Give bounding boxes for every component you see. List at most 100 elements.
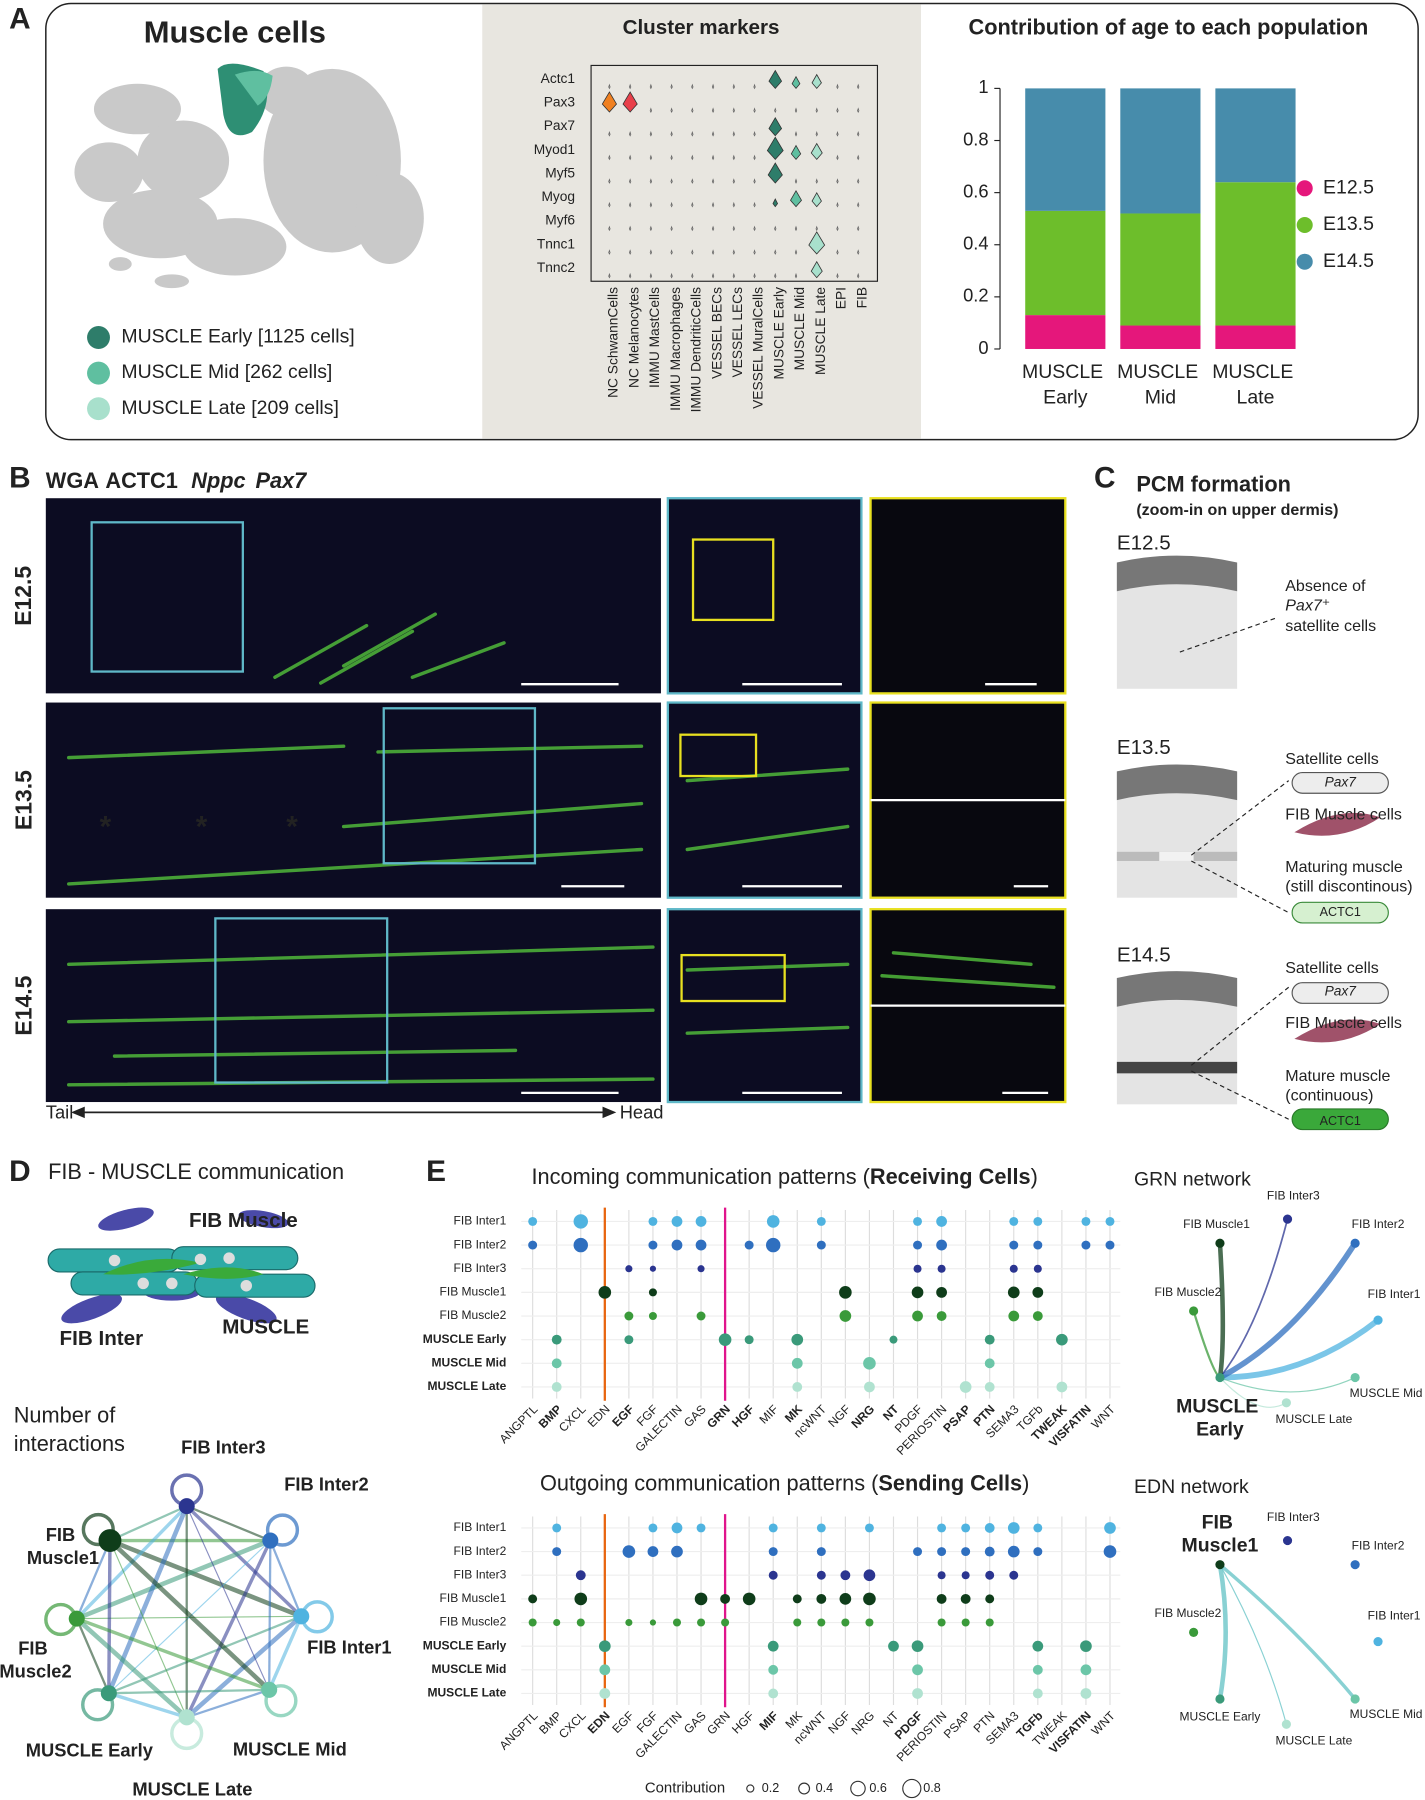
violin [790,189,802,208]
violin [768,116,783,137]
dot [552,1523,562,1533]
network-node [68,1610,85,1627]
dot [697,1265,705,1273]
stage-label: E12.5 [10,566,36,626]
network-edge [1219,1218,1289,1379]
dot [528,1594,538,1604]
dot [649,1619,657,1626]
dot [624,1335,634,1345]
dot [888,1640,899,1652]
violin [629,249,632,255]
violin [711,178,715,184]
violin [857,249,860,255]
violin [711,249,715,255]
dot [1033,1216,1043,1226]
dot [839,1593,852,1605]
dot [528,1216,538,1226]
network-title: EDN network [1134,1476,1249,1498]
violin [791,75,801,90]
network-label: FIB Inter2 [284,1473,368,1494]
violin [836,249,839,255]
legend-swatch [1296,216,1313,234]
network-edge [186,1688,270,1719]
x-tick-label: WNT [1089,1708,1119,1738]
violin [732,130,735,137]
dot [721,1618,730,1627]
axis-label: Tail [46,1101,73,1122]
network-node [1282,1535,1293,1546]
note: satellite cells [1285,617,1376,635]
network-edge [267,1615,303,1691]
violin [608,178,611,184]
violin [711,83,715,90]
dot [863,1357,876,1370]
bar-segment [1215,182,1296,326]
dot [768,1664,779,1675]
dot [1032,1664,1043,1675]
cluster-label: VESSEL MuralCells [751,287,766,409]
row-label: FIB Inter1 [454,1520,507,1534]
row-label: MUSCLE Mid [432,1662,507,1676]
dot [961,1547,971,1557]
network-node [98,1529,122,1553]
dot [1008,1310,1020,1322]
violin [836,130,839,137]
cluster-label: IMMU Macrophages [668,287,683,411]
violin [774,249,777,255]
note: Satellite cells [1285,750,1379,768]
x-tick-label: NGF [825,1402,853,1430]
bar-segment [1120,88,1201,214]
network-label: MUSCLE Mid [1350,1707,1423,1721]
bar-segment [1025,210,1106,316]
row-label: FIB Muscle2 [440,1308,507,1322]
network-node [1373,1315,1383,1325]
dot [742,1592,756,1606]
network-node [262,1532,279,1549]
violin [732,154,735,161]
note: Pax7 [1325,775,1358,790]
cluster-label: NC Melanocytes [626,287,641,388]
network-edge [75,1540,112,1620]
dot [911,1286,924,1299]
network-edge [186,1505,271,1542]
violin [753,83,756,90]
legend-swatch [1296,253,1313,270]
note: Mature muscle [1285,1067,1390,1085]
violin [711,201,715,208]
violin [608,272,611,279]
note: ACTC1 [1320,1114,1361,1128]
dot [1032,1311,1043,1321]
bar-segment [1025,315,1106,349]
network-edge [186,1505,270,1691]
bar-segment [1120,325,1201,349]
dot [671,1216,683,1227]
violin [815,225,818,232]
network-node [1215,1560,1225,1570]
dot [671,1239,683,1251]
axis-label: Head [620,1101,664,1122]
violin [774,225,777,232]
violin [772,198,779,208]
gene-label: Tnnc2 [537,260,575,275]
gene-label: Actc1 [541,71,575,86]
legend-label: E12.5 [1323,176,1374,198]
violin [691,272,694,279]
cluster-label: EPI [834,287,849,309]
dot [720,1593,731,1604]
x-tick-label: NRG [848,1709,877,1738]
dot [1105,1240,1115,1250]
network-node [178,1709,195,1726]
dot [1033,1264,1042,1273]
row-label: FIB Inter1 [454,1214,507,1228]
dot [816,1523,826,1533]
y-tick-label: 0.2 [963,285,988,306]
x-tick-label: ANGPTL [497,1708,541,1752]
network-title: interactions [14,1431,125,1456]
network-label: MUSCLE Late [1275,1412,1352,1426]
stain-label: Nppc [191,468,245,493]
network-node [1215,1238,1225,1248]
violin [836,201,839,208]
violin [767,162,783,184]
x-tick-label: GRN [704,1402,733,1431]
violin [857,130,860,137]
